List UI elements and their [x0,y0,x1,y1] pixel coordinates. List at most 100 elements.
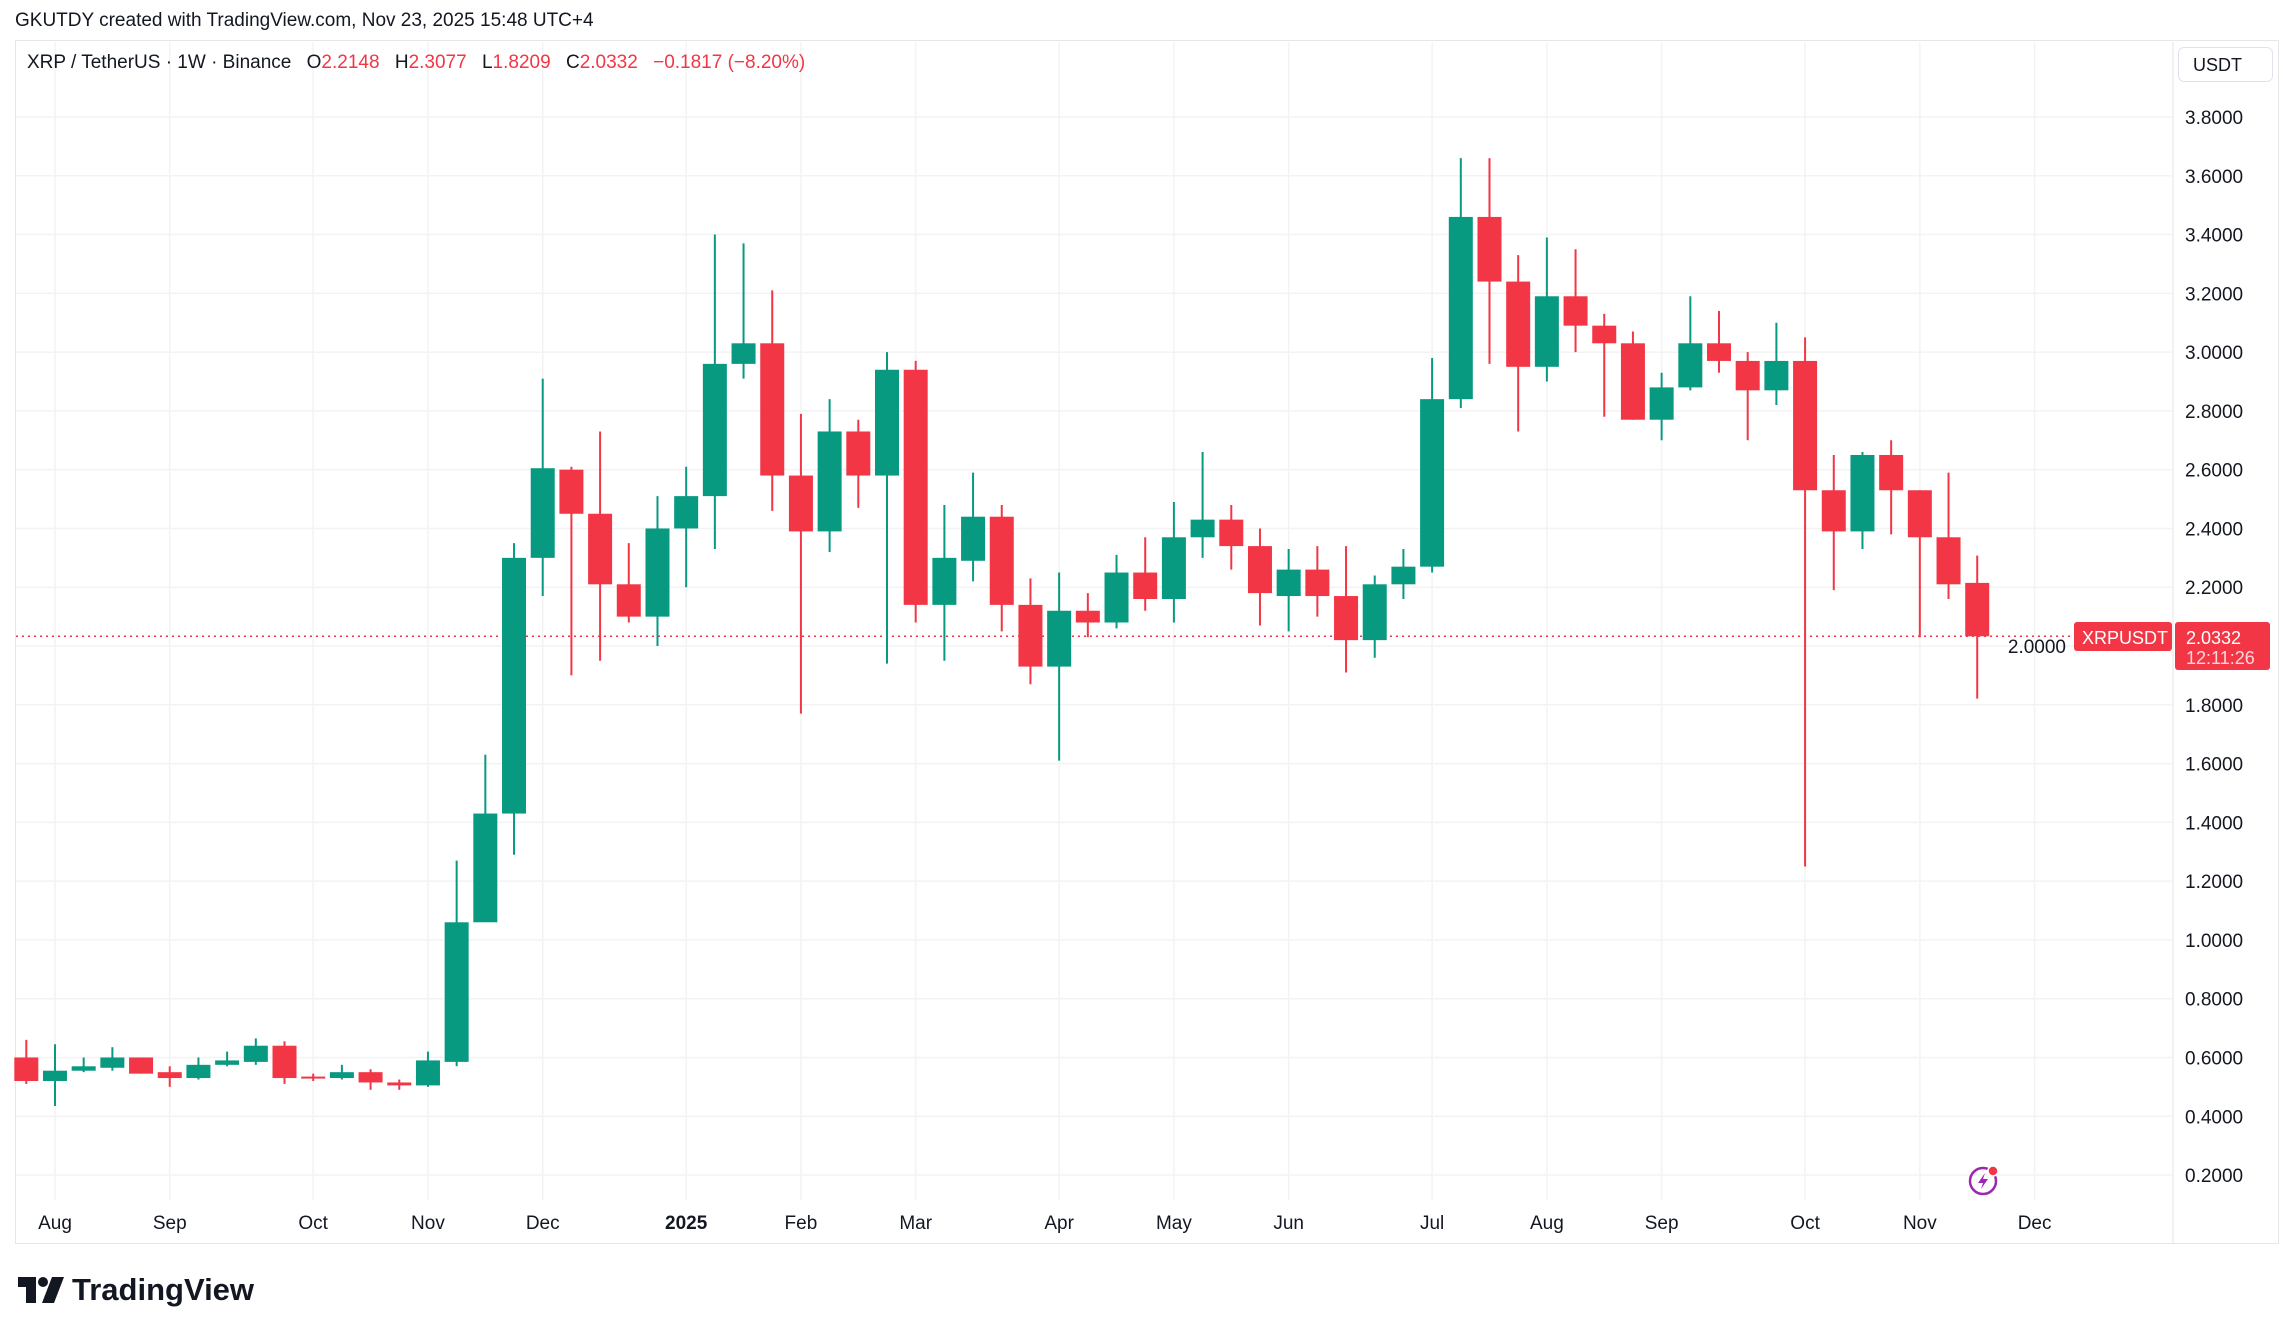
candle-body [932,557,957,605]
candle-up[interactable] [1047,572,1072,761]
close-key: C [565,52,580,73]
price-tick-label: 1.6000 [2185,755,2243,776]
candle-up[interactable] [645,496,670,647]
candle-body [1563,296,1588,326]
candle-up[interactable] [1534,237,1559,382]
candle-down[interactable] [1477,158,1502,364]
candle-down[interactable] [1219,504,1244,570]
time-tick-label: Mar [899,1213,932,1234]
candle-down[interactable] [616,543,641,623]
candle-down[interactable] [14,1039,39,1084]
candle-body [1305,569,1330,597]
candle-up[interactable] [530,378,555,597]
candle-up[interactable] [674,466,699,588]
symbol-title[interactable]: XRP / TetherUS · 1W · Binance [27,52,292,73]
candle-down[interactable] [1563,249,1588,353]
candle-body [1879,454,1904,491]
candle-down[interactable] [1707,310,1732,373]
candle-up[interactable] [1391,549,1416,599]
candle-body [530,468,555,558]
candle-up[interactable] [1362,575,1387,658]
candle-up[interactable] [702,234,727,550]
candle-down[interactable] [1075,593,1100,638]
candle-body [1907,490,1932,538]
candle-up[interactable] [1850,452,1875,550]
candle-up[interactable] [100,1047,125,1071]
candle-down[interactable] [1735,352,1760,441]
candle-down[interactable] [1592,313,1617,417]
candle-up[interactable] [243,1038,268,1065]
candle-body [129,1057,154,1074]
candle-down[interactable] [387,1079,412,1090]
candle-down[interactable] [788,413,813,714]
candle-up[interactable] [932,504,957,661]
candle-up[interactable] [961,472,986,582]
candle-body [186,1064,211,1079]
lightning-alert-icon[interactable] [1968,1165,1999,1196]
candle-down[interactable] [846,419,871,508]
candle-down[interactable] [358,1069,383,1090]
candle-up[interactable] [1764,322,1789,406]
candle-body [1649,387,1674,420]
candle-down[interactable] [903,360,928,623]
candle-down[interactable] [989,504,1014,632]
candle-up[interactable] [1678,296,1703,391]
candle-up[interactable] [1448,158,1473,408]
candle-down[interactable] [157,1066,182,1087]
candle-down[interactable] [272,1041,297,1084]
candle-body [1821,490,1846,532]
candle-down[interactable] [1506,255,1531,432]
candle-down[interactable] [588,431,613,661]
candle-down[interactable] [129,1057,154,1074]
candle-body [1534,296,1559,367]
candle-down[interactable] [1793,337,1818,867]
price-tick-label: 3.2000 [2185,284,2243,305]
candle-up[interactable] [186,1057,211,1080]
candle-body [272,1045,297,1079]
candle-down[interactable] [1334,546,1359,673]
candle-down[interactable] [559,466,584,676]
candle-body [1735,360,1760,391]
candle-down[interactable] [1018,578,1043,685]
candle-down[interactable] [1133,537,1158,611]
candle-up[interactable] [444,860,469,1067]
currency-button[interactable]: USDT [2178,47,2273,82]
candle-down[interactable] [301,1073,326,1081]
candle-up[interactable] [415,1051,440,1087]
candle-up[interactable] [473,754,498,923]
candle-up[interactable] [731,243,756,379]
candle-up[interactable] [1649,372,1674,441]
time-tick-label: Jul [1420,1213,1444,1234]
candle-up[interactable] [1190,452,1215,558]
candle-up[interactable] [329,1064,354,1080]
candle-down[interactable] [1965,555,1990,699]
candle-body [817,431,842,532]
candle-up[interactable] [71,1057,96,1073]
tradingview-brand[interactable]: TradingView [18,1272,254,1308]
candle-up[interactable] [1420,357,1445,573]
candle-down[interactable] [1907,490,1932,638]
candle-up[interactable] [875,352,899,664]
price-tick-label: 2.6000 [2185,461,2243,482]
candle-down[interactable] [1247,528,1272,626]
candle-up[interactable] [42,1044,67,1106]
candle-down[interactable] [1879,440,1904,535]
candle-body [157,1072,182,1079]
candle-up[interactable] [215,1051,240,1067]
candle-body [1793,360,1818,491]
candle-body [215,1060,240,1065]
candle-up[interactable] [817,399,842,552]
candle-up[interactable] [1161,502,1186,623]
candle-down[interactable] [1821,454,1846,591]
candle-body [875,369,899,476]
candle-up[interactable] [1276,549,1301,632]
candle-up[interactable] [1104,554,1129,629]
candle-down[interactable] [760,290,785,511]
candle-down[interactable] [1936,472,1961,599]
candle-down[interactable] [1620,331,1645,420]
candle-body [1190,519,1215,538]
candle-down[interactable] [1305,546,1330,617]
candle-up[interactable] [502,543,527,855]
candle-body [731,343,756,364]
